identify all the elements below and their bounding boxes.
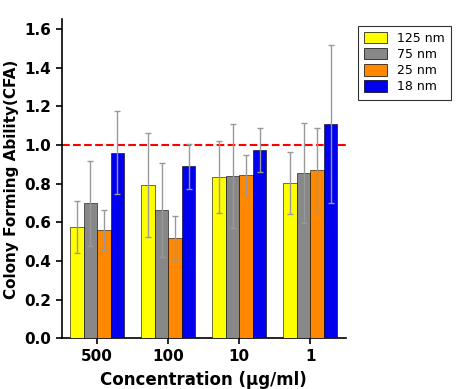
Bar	[168, 238, 182, 338]
Bar	[97, 230, 110, 338]
Bar	[226, 176, 239, 338]
Bar	[70, 227, 83, 338]
Bar	[110, 153, 124, 338]
Bar	[155, 210, 168, 338]
Y-axis label: Colony Forming Ability(CFA): Colony Forming Ability(CFA)	[4, 59, 18, 299]
Bar	[297, 173, 310, 338]
Bar	[141, 185, 155, 338]
Bar	[324, 124, 337, 338]
Bar	[310, 170, 324, 338]
Bar	[212, 177, 226, 338]
Bar	[253, 150, 266, 338]
Bar	[283, 183, 297, 338]
Legend: 125 nm, 75 nm, 25 nm, 18 nm: 125 nm, 75 nm, 25 nm, 18 nm	[358, 26, 451, 100]
Bar	[182, 166, 195, 338]
Bar	[239, 175, 253, 338]
Bar	[83, 203, 97, 338]
X-axis label: Concentration (μg/ml): Concentration (μg/ml)	[100, 371, 307, 389]
